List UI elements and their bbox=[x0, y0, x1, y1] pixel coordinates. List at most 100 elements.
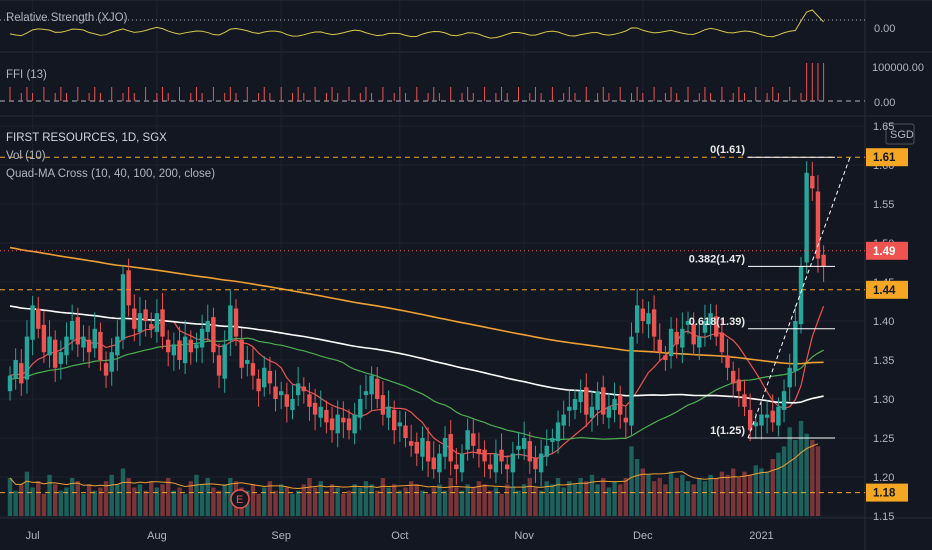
level-price-tag-bg bbox=[866, 280, 908, 299]
candle-body bbox=[375, 378, 380, 399]
volume-bar bbox=[222, 484, 227, 516]
fib-trend-line bbox=[747, 157, 851, 439]
volume-bar bbox=[115, 484, 120, 516]
candle-body bbox=[86, 339, 92, 353]
volume-bar bbox=[75, 481, 80, 516]
candle-body bbox=[352, 414, 357, 434]
volume-bar bbox=[392, 484, 397, 516]
candle-body bbox=[561, 414, 566, 426]
volume-bar bbox=[36, 481, 41, 516]
candle-body bbox=[380, 395, 386, 415]
candle-body bbox=[629, 336, 634, 426]
fib-level-label: 1(1.25) bbox=[710, 425, 745, 437]
candle-body bbox=[19, 363, 24, 384]
candle-body bbox=[47, 336, 52, 356]
candle-body bbox=[459, 453, 465, 473]
candle-body bbox=[584, 387, 589, 415]
candle-body bbox=[505, 464, 510, 470]
candle-body bbox=[815, 191, 821, 259]
volume-bar bbox=[414, 484, 419, 516]
volume-bar bbox=[284, 487, 290, 516]
volume-bar bbox=[561, 487, 566, 516]
level-price-tag: 1.61 bbox=[873, 152, 896, 164]
candle-body bbox=[736, 379, 742, 392]
candle-body bbox=[126, 270, 131, 306]
candle-body bbox=[731, 370, 736, 384]
candle-body bbox=[527, 441, 532, 462]
volume-bar bbox=[216, 490, 222, 516]
volume-bar bbox=[137, 484, 143, 516]
volume-bar bbox=[764, 471, 770, 516]
volume-bar bbox=[346, 490, 352, 516]
fibonacci-retracement[interactable]: 0(1.61) 0.382(1.47) 0.618(1.39) 1(1.25) bbox=[689, 144, 851, 439]
candle-body bbox=[533, 457, 538, 470]
candle-body bbox=[239, 339, 244, 368]
candle-body bbox=[668, 328, 674, 357]
volume-bar bbox=[815, 446, 821, 516]
candle-body bbox=[143, 309, 148, 321]
volume-bar bbox=[160, 484, 165, 516]
candle-body bbox=[64, 336, 69, 356]
price-candles[interactable] bbox=[7, 161, 826, 488]
candle-body bbox=[425, 441, 431, 462]
horizontal-levels[interactable] bbox=[0, 156, 865, 494]
relative-strength-pane[interactable] bbox=[0, 9, 865, 39]
volume-bar bbox=[668, 471, 674, 516]
volume-bar bbox=[725, 474, 730, 516]
candle-body bbox=[651, 309, 657, 337]
volume-bar bbox=[601, 478, 606, 516]
volume-bar bbox=[781, 446, 787, 516]
candle-body bbox=[273, 386, 278, 399]
volume-bar bbox=[211, 487, 216, 516]
candle-body bbox=[267, 370, 273, 384]
candle-body bbox=[589, 406, 595, 418]
candle-body bbox=[719, 332, 725, 353]
volume-bar bbox=[103, 481, 109, 516]
volume-bar bbox=[295, 490, 301, 516]
ffi-pane[interactable] bbox=[0, 63, 865, 102]
volume-bar bbox=[58, 490, 64, 516]
volume-bar bbox=[550, 484, 555, 516]
candle-body bbox=[397, 422, 403, 427]
volume-bar bbox=[471, 487, 476, 516]
candle-body bbox=[199, 328, 205, 348]
volume-bar bbox=[98, 487, 103, 516]
candle-body bbox=[781, 391, 787, 410]
candle-body bbox=[488, 464, 493, 470]
volume-bar bbox=[476, 481, 482, 516]
volume-bar bbox=[810, 440, 815, 516]
volume-bar bbox=[69, 478, 75, 516]
volume-bar bbox=[312, 487, 318, 516]
candle-body bbox=[759, 414, 764, 426]
candle-body bbox=[793, 321, 798, 371]
volume-bar bbox=[13, 490, 18, 516]
candle-body bbox=[618, 395, 623, 415]
candle-body bbox=[798, 266, 804, 325]
candle-body bbox=[612, 399, 617, 410]
volume-bar bbox=[742, 471, 747, 516]
volume-bar bbox=[256, 493, 261, 516]
candle-body bbox=[53, 339, 58, 368]
candle-body bbox=[363, 391, 369, 396]
price-tags: 1.61 1.44 1.18 1.49 bbox=[866, 148, 908, 502]
volume-bar bbox=[714, 478, 719, 516]
volume-bar bbox=[143, 490, 148, 516]
price-axis[interactable]: 1.651.601.551.501.451.401.351.301.251.20… bbox=[873, 121, 894, 523]
price-axis-tick: 1.55 bbox=[873, 199, 894, 211]
time-axis-tick: 2021 bbox=[749, 530, 773, 542]
volume-bar bbox=[527, 478, 532, 516]
volume-bar bbox=[685, 481, 691, 516]
volume-bar bbox=[521, 484, 527, 516]
candle-body bbox=[69, 321, 75, 340]
candle-body bbox=[674, 331, 679, 345]
currency-button[interactable]: SGD bbox=[885, 123, 915, 145]
earnings-event-marker[interactable]: E bbox=[230, 489, 250, 509]
candle-body bbox=[567, 406, 572, 411]
candle-body bbox=[358, 399, 363, 418]
candle-body bbox=[222, 344, 227, 379]
candle-body bbox=[103, 363, 109, 376]
candle-body bbox=[725, 355, 730, 368]
price-axis-tick: 1.65 bbox=[873, 121, 894, 133]
time-axis[interactable]: Jul Aug Sep Oct Nov Dec 2021 bbox=[26, 530, 774, 542]
